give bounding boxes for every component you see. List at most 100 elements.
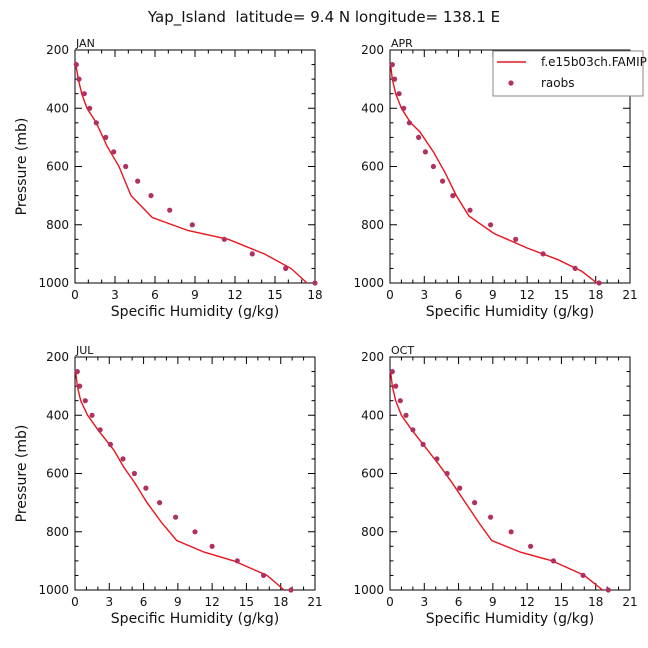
x-tick-label: 3	[111, 288, 119, 302]
y-tick-label: 400	[361, 101, 384, 115]
x-tick-label: 6	[140, 595, 148, 609]
x-tick-label: 21	[622, 288, 637, 302]
raob-point	[488, 514, 494, 520]
x-tick-label: 3	[420, 288, 428, 302]
raob-point	[488, 222, 494, 228]
x-tick-label: 18	[307, 288, 322, 302]
legend-obs-swatch	[508, 80, 514, 86]
raob-point	[173, 514, 179, 520]
raob-point	[167, 207, 173, 213]
raob-point	[249, 251, 255, 257]
y-tick-label: 400	[46, 408, 69, 422]
y-tick-label: 600	[46, 160, 69, 174]
legend-model-label: f.e15b03ch.FAMIP	[541, 55, 647, 69]
x-tick-label: 12	[227, 288, 242, 302]
model-line	[75, 61, 308, 284]
x-tick-label: 9	[174, 595, 182, 609]
raob-point	[410, 427, 416, 433]
panel-label: JUL	[75, 344, 94, 357]
raob-point	[403, 412, 409, 418]
x-tick-label: 9	[489, 595, 497, 609]
x-tick-label: 18	[588, 595, 603, 609]
raob-point	[450, 193, 456, 199]
raob-point	[288, 587, 294, 593]
raob-point	[401, 105, 407, 111]
raob-point	[76, 76, 82, 82]
x-tick-label: 0	[71, 595, 79, 609]
y-axis-label: Pressure (mb)	[14, 118, 30, 216]
y-tick-label: 1000	[353, 583, 384, 597]
panel-label: OCT	[391, 344, 414, 357]
y-tick-label: 200	[361, 43, 384, 57]
y-tick-label: 600	[361, 467, 384, 481]
raob-point	[131, 470, 137, 477]
x-tick-label: 9	[191, 288, 199, 302]
panel-jul: JUL 0 3 6 9 12 15 18 21 200 400 600 800 1000 Specific …	[14, 344, 323, 627]
x-tick-label: 15	[554, 595, 569, 609]
panel-label: APR	[391, 37, 413, 50]
raob-point	[397, 398, 403, 404]
y-axis-label: Pressure (mb)	[14, 425, 30, 523]
raob-point	[189, 222, 195, 228]
y-tick-label: 600	[46, 467, 69, 481]
raob-point	[103, 134, 109, 140]
legend-obs-label: raobs	[541, 76, 575, 90]
y-tick-label: 200	[46, 350, 69, 364]
raob-point	[389, 62, 395, 68]
legend: f.e15b03ch.FAMIP raobs	[492, 50, 647, 97]
x-axis-label: Specific Humidity (g/kg)	[426, 611, 594, 627]
raob-point	[135, 178, 141, 184]
raob-point	[312, 280, 318, 286]
panel-apr: APR 0 3 6 9 12 15 18 21 200 400 600 800 1000 Specific …	[353, 37, 637, 320]
raob-point	[605, 587, 611, 593]
raob-point	[550, 558, 557, 564]
y-tick-label: 200	[46, 43, 69, 57]
plot-frame	[74, 49, 316, 284]
figure-title: Yap_Island latitude= 9.4 N longitude= 13…	[147, 8, 500, 27]
model-line	[389, 64, 598, 284]
raob-point	[74, 369, 80, 375]
raob-point	[389, 369, 395, 375]
x-tick-label: 3	[420, 595, 428, 609]
raob-point	[107, 441, 113, 447]
raob-point	[467, 207, 473, 213]
raob-point	[396, 91, 402, 97]
x-tick-label: 6	[151, 288, 159, 302]
raob-point	[430, 163, 436, 170]
raob-point	[148, 193, 154, 199]
x-tick-label: 18	[588, 288, 603, 302]
y-tick-label: 800	[361, 525, 384, 539]
x-tick-label: 15	[554, 288, 569, 302]
x-tick-label: 6	[455, 288, 463, 302]
x-tick-label: 0	[386, 288, 394, 302]
x-tick-label: 12	[520, 595, 535, 609]
x-tick-label: 0	[71, 288, 79, 302]
raob-point	[82, 398, 88, 404]
raob-point	[89, 412, 95, 418]
raob-point	[596, 280, 602, 286]
raob-point	[513, 236, 519, 242]
x-tick-label: 6	[455, 595, 463, 609]
raob-point	[111, 149, 117, 155]
raob-point	[457, 485, 463, 491]
y-tick-label: 1000	[38, 276, 69, 290]
model-line	[389, 371, 604, 591]
y-tick-label: 200	[361, 350, 384, 364]
raob-point	[209, 543, 215, 549]
y-tick-label: 400	[361, 408, 384, 422]
raob-point	[580, 572, 586, 579]
raob-point	[528, 543, 534, 549]
y-tick-label: 1000	[38, 583, 69, 597]
x-tick-label: 21	[307, 595, 322, 609]
raob-point	[123, 163, 129, 170]
raob-point	[261, 572, 267, 579]
panel-oct: OCT 0 3 6 9 12 15 18 21 200 400 600 800 1000 Specific …	[353, 344, 637, 627]
raob-point	[508, 529, 514, 535]
x-tick-label: 15	[239, 595, 254, 609]
raob-point	[406, 120, 412, 126]
raob-point	[392, 76, 398, 82]
x-tick-label: 12	[205, 595, 220, 609]
x-tick-label: 12	[520, 288, 535, 302]
